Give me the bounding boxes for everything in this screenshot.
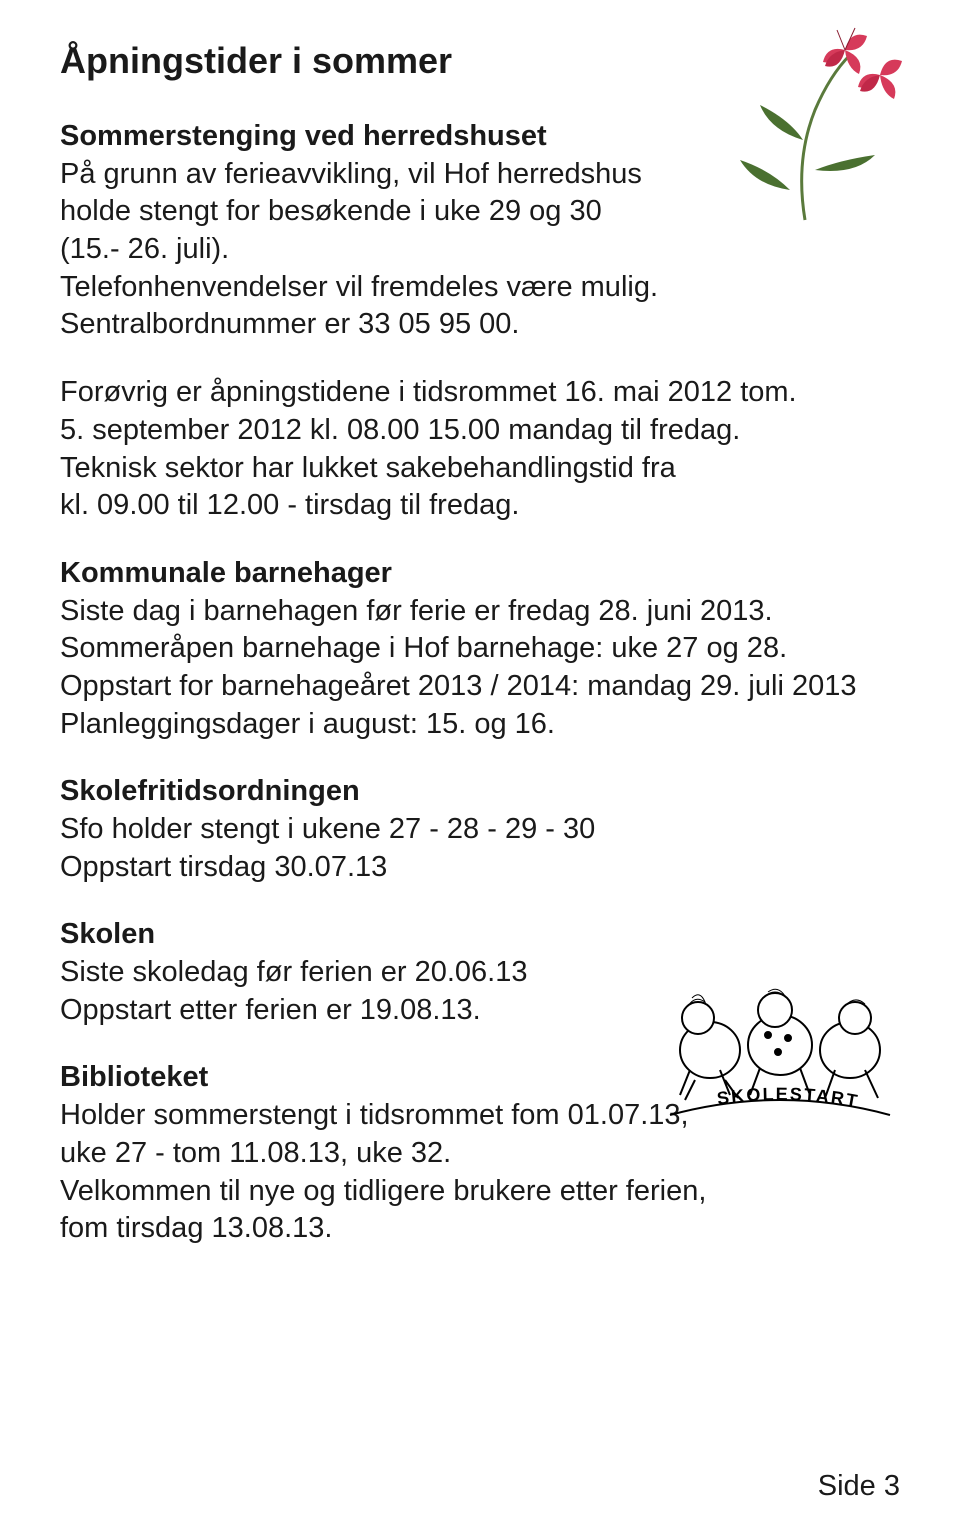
section-herredshuset: Sommerstenging ved herredshuset På grunn… <box>60 118 680 344</box>
body-line: Teknisk sektor har lukket sakebehandling… <box>60 450 900 488</box>
body-line: Sentralbordnummer er 33 05 95 00. <box>60 306 680 344</box>
body-line: Planleggingsdager i august: 15. og 16. <box>60 706 900 744</box>
body-line: Siste skoledag før ferien er 20.06.13 <box>60 954 680 992</box>
body-line: Oppstart for barnehageåret 2013 / 2014: … <box>60 668 900 706</box>
body-line: (15.- 26. juli). <box>60 231 680 269</box>
body-line: Forøvrig er åpningstidene i tidsrommet 1… <box>60 374 900 412</box>
body-line: holde stengt for besøkende i uke 29 og 3… <box>60 193 680 231</box>
section-heading: Skolen <box>60 916 680 954</box>
body-line: Sommeråpen barnehage i Hof barnehage: uk… <box>60 630 900 668</box>
section-heading: Kommunale barnehager <box>60 555 900 593</box>
page-number: Side 3 <box>818 1470 900 1503</box>
section-sfo: Skolefritidsordningen Sfo holder stengt … <box>60 773 680 886</box>
body-line: kl. 09.00 til 12.00 - tirsdag til fredag… <box>60 487 900 525</box>
section-heading: Skolefritidsordningen <box>60 773 680 811</box>
skolestart-icon: SKOLESTART <box>650 940 910 1150</box>
section-heading: Sommerstenging ved herredshuset <box>60 118 680 156</box>
body-line: Telefonhenvendelser vil fremdeles være m… <box>60 269 680 307</box>
body-line: Oppstart tirsdag 30.07.13 <box>60 849 680 887</box>
body-line: fom tirsdag 13.08.13. <box>60 1210 900 1248</box>
body-line: Siste dag i barnehagen før ferie er fred… <box>60 593 900 631</box>
body-line: På grunn av ferieavvikling, vil Hof herr… <box>60 156 680 194</box>
flower-icon <box>695 20 915 240</box>
body-line: Oppstart etter ferien er 19.08.13. <box>60 992 680 1030</box>
section-apningstider: Forøvrig er åpningstidene i tidsrommet 1… <box>60 374 900 525</box>
body-line: Velkommen til nye og tidligere brukere e… <box>60 1173 900 1211</box>
section-barnehager: Kommunale barnehager Siste dag i barneha… <box>60 555 900 743</box>
section-skolen: Skolen Siste skoledag før ferien er 20.0… <box>60 916 680 1029</box>
body-line: 5. september 2012 kl. 08.00 15.00 mandag… <box>60 412 900 450</box>
body-line: Sfo holder stengt i ukene 27 - 28 - 29 -… <box>60 811 680 849</box>
